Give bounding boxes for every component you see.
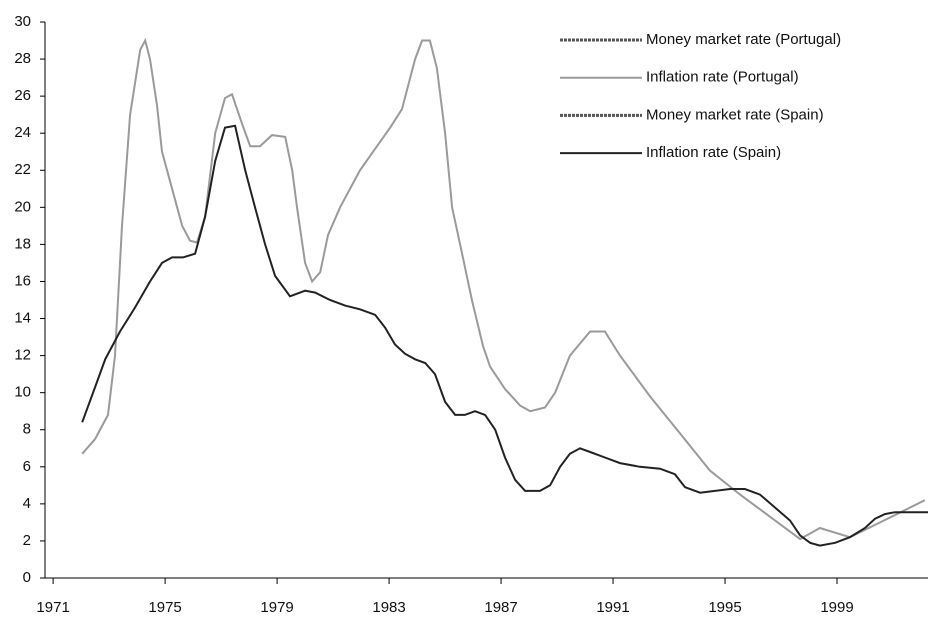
legend-label: Inflation rate (Portugal) — [646, 69, 799, 86]
y-tick-label: 30 — [14, 13, 31, 30]
y-tick-label: 2 — [23, 532, 31, 549]
x-tick-label: 1999 — [820, 599, 853, 616]
y-tick-label: 18 — [14, 235, 31, 252]
y-tick-label: 24 — [14, 124, 31, 141]
y-tick-label: 26 — [14, 87, 31, 104]
y-tick-label: 14 — [14, 310, 31, 327]
series-line — [81, 37, 926, 541]
y-tick-label: 20 — [14, 198, 31, 215]
x-tick-label: 1983 — [372, 599, 405, 616]
y-tick-label: 6 — [23, 458, 31, 475]
x-tick-label: 1987 — [484, 599, 517, 616]
y-tick-label: 12 — [14, 347, 31, 364]
legend-label: Money market rate (Spain) — [646, 106, 824, 123]
x-tick-label: 1975 — [148, 599, 181, 616]
x-tick-label: 1991 — [596, 599, 629, 616]
y-tick-label: 10 — [14, 384, 31, 401]
x-tick-label: 1995 — [708, 599, 741, 616]
y-tick-label: 8 — [23, 421, 31, 438]
y-tick-label: 22 — [14, 161, 31, 178]
x-tick-label: 1979 — [260, 599, 293, 616]
legend-label: Inflation rate (Spain) — [646, 144, 781, 161]
x-tick-label: 1971 — [36, 599, 69, 616]
series-line — [81, 124, 928, 547]
y-tick-label: 4 — [23, 495, 31, 512]
y-tick-label: 16 — [14, 272, 31, 289]
y-tick-label: 0 — [23, 569, 31, 586]
legend-label: Money market rate (Portugal) — [646, 31, 841, 48]
y-tick-label: 28 — [14, 50, 31, 67]
